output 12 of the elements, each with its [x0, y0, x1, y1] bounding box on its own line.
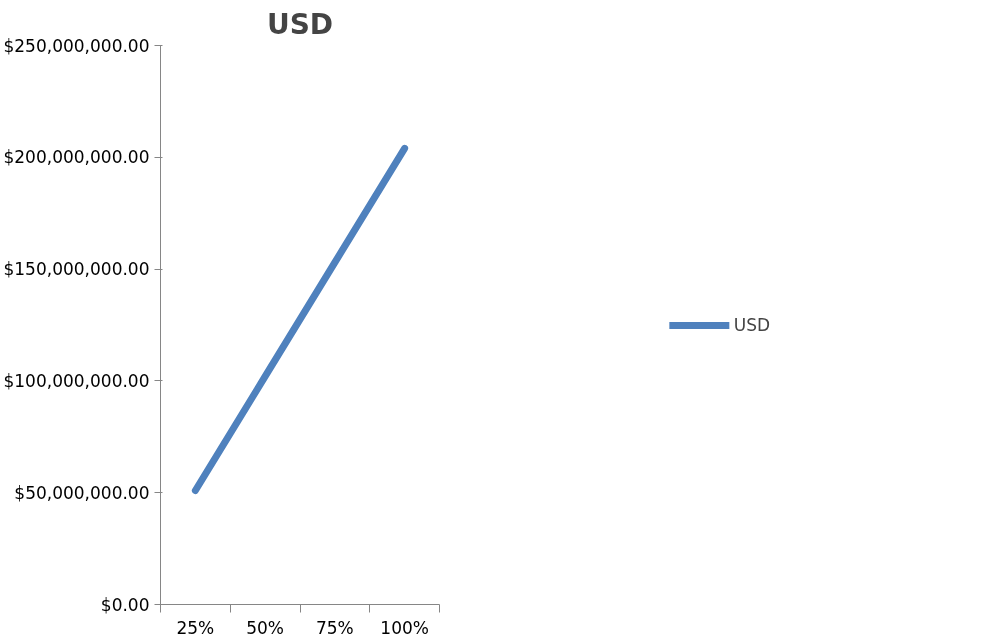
y-tick-label: $100,000,000.00 — [3, 370, 150, 391]
chart-title: USD — [266, 7, 334, 41]
y-tick-label: $0.00 — [100, 594, 150, 615]
y-tick-label: $200,000,000.00 — [3, 147, 150, 168]
y-tick-label: $150,000,000.00 — [3, 259, 150, 280]
y-tick-label: $250,000,000.00 — [3, 35, 150, 56]
x-tick-label: 25% — [176, 617, 215, 638]
x-tick-label: 100% — [380, 617, 429, 638]
y-tick-label: $50,000,000.00 — [14, 482, 150, 503]
legend-label: USD — [733, 314, 771, 335]
x-tick-label: 50% — [246, 617, 285, 638]
x-tick-label: 75% — [315, 617, 354, 638]
